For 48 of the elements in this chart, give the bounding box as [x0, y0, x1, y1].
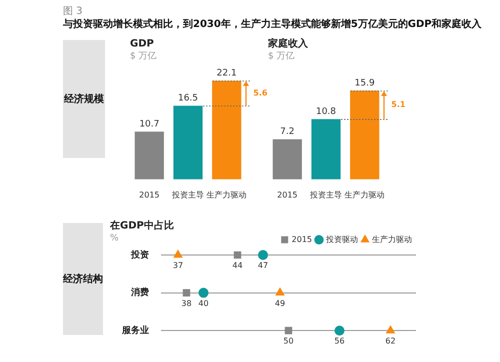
x-tick-label: 生产力驱动	[344, 190, 385, 200]
data-label: 16.5	[178, 94, 198, 104]
point	[334, 326, 344, 336]
text: 与投资驱动增长模式相比，到2030年，生产力主导模式能够新增5万亿美元的GDP和家庭收入	[63, 17, 483, 31]
data-label: 47	[258, 261, 268, 270]
point	[258, 250, 268, 260]
y-tick-label: 投资	[130, 249, 149, 260]
x-tick-label: 生产力驱动	[206, 190, 247, 200]
data-label: 49	[274, 298, 286, 308]
point	[386, 326, 395, 334]
point	[182, 289, 190, 296]
data-label: 50	[283, 336, 294, 346]
data-label: 22.1	[216, 68, 237, 79]
legend-label: 2015	[292, 234, 312, 244]
x-tick-label: 2015	[139, 190, 160, 200]
chart-title: 家庭收入	[267, 38, 309, 50]
data-label: 56	[334, 336, 345, 346]
data-label: 38	[181, 298, 192, 308]
caption: 图 3	[63, 5, 83, 18]
legend-label: 生产力驱动	[372, 234, 412, 244]
point	[174, 250, 182, 258]
text: 5.6	[253, 88, 268, 98]
text: 5.1	[391, 100, 406, 109]
point	[284, 326, 292, 334]
data-label: 10.7	[139, 119, 160, 130]
data-label: 10.8	[316, 106, 336, 117]
data-label: 44	[232, 261, 243, 270]
legend-label: 投资驱动	[325, 234, 358, 244]
chart-subtitle: %	[110, 234, 119, 244]
x-tick-label: 投资主导	[171, 190, 204, 200]
data-label: 40	[198, 298, 209, 308]
data-label: 15.9	[354, 78, 375, 89]
x-tick-label: 2015	[277, 190, 298, 200]
point	[198, 288, 208, 298]
chart-title: GDP	[130, 38, 154, 50]
data-label: 37	[172, 261, 184, 270]
y-tick-label: 服务业	[121, 324, 149, 336]
point	[276, 288, 284, 296]
data-label: 7.2	[280, 127, 294, 138]
chart-title: 在GDP中占比	[109, 220, 174, 232]
y-tick-label: 消费	[130, 287, 149, 298]
text: 经济结构	[63, 223, 103, 335]
point	[234, 251, 242, 259]
data-label: 62	[385, 336, 396, 346]
chart-subtitle: $ 万亿	[130, 50, 157, 62]
text: 经济规模	[63, 40, 105, 158]
chart-subtitle: $ 万亿	[268, 50, 295, 62]
x-tick-label: 投资主导	[309, 190, 342, 200]
